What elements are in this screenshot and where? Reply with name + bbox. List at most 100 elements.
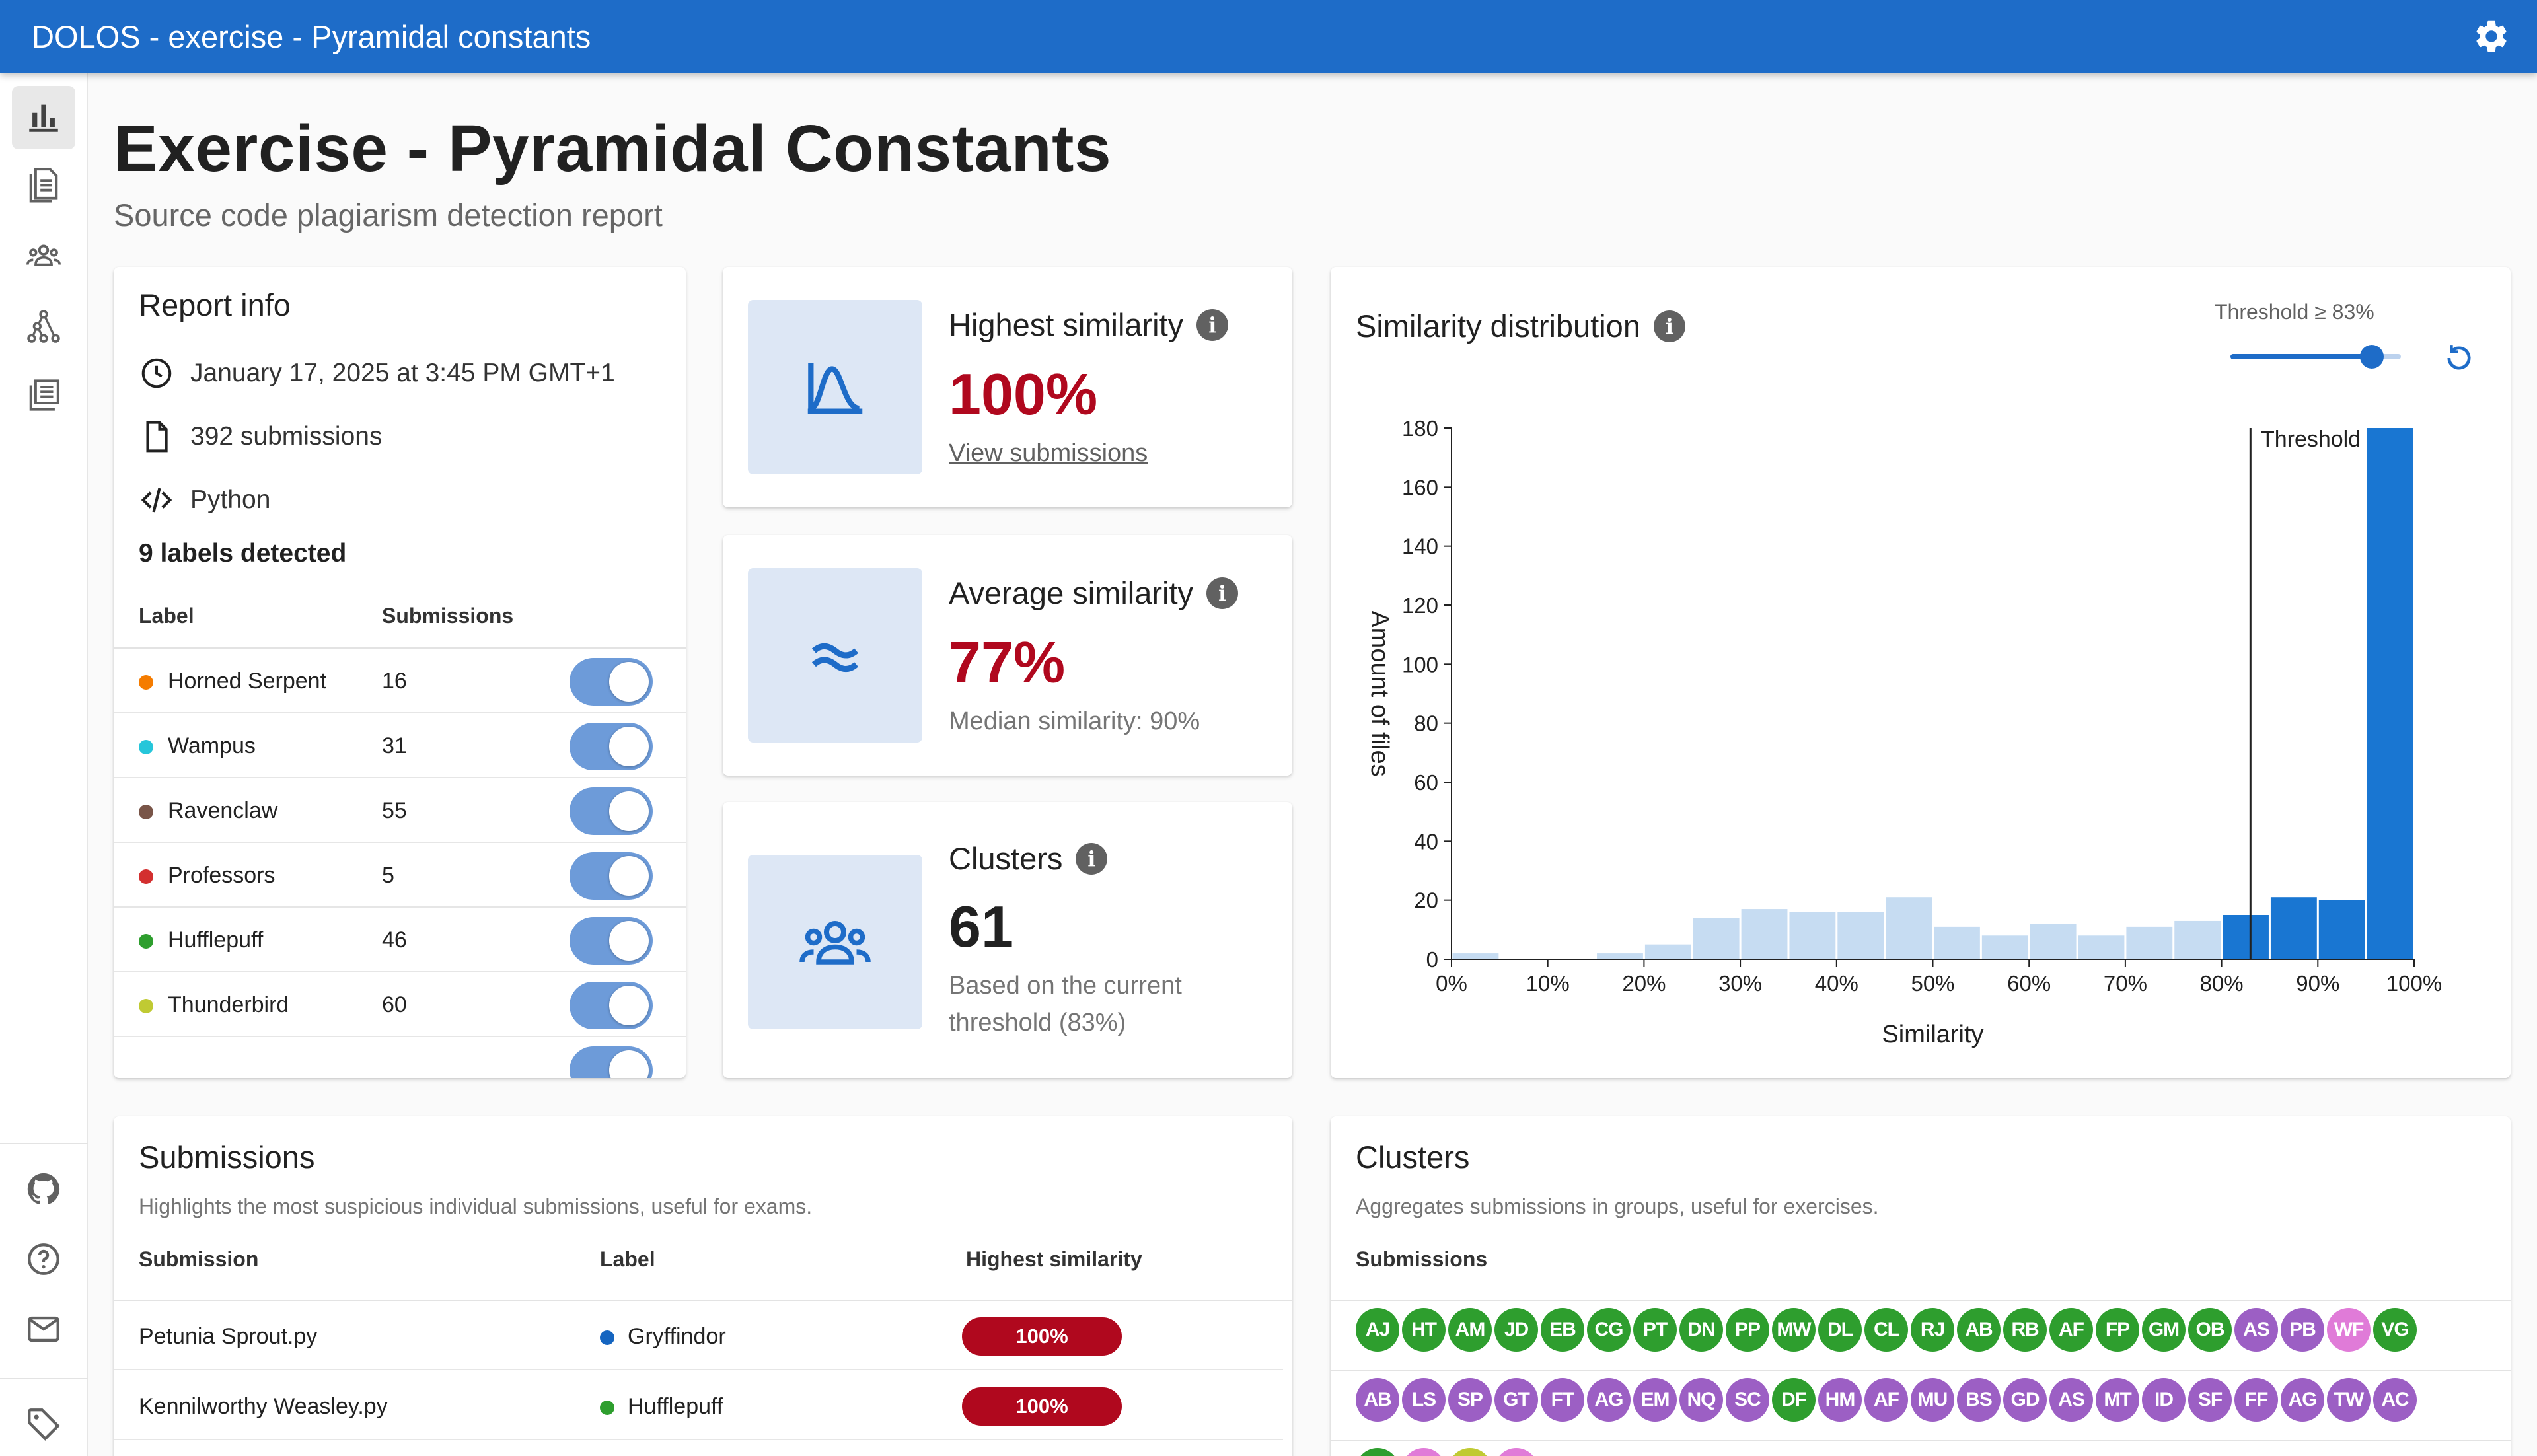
- cluster-member-avatar[interactable]: JD: [1494, 1308, 1538, 1352]
- clusters-header-divider: [1331, 1300, 2511, 1301]
- cluster-member-avatar[interactable]: HM: [1818, 1378, 1862, 1422]
- nav-clusters[interactable]: [12, 223, 75, 287]
- cluster-member-avatar[interactable]: AB: [1957, 1308, 2001, 1352]
- cluster-member-avatar[interactable]: LS: [1402, 1378, 1446, 1422]
- label-toggle[interactable]: [570, 723, 653, 770]
- cluster-member-avatar[interactable]: AF: [1864, 1378, 1908, 1422]
- label-toggle[interactable]: [570, 982, 653, 1029]
- cluster-member-avatar[interactable]: GD: [2003, 1378, 2047, 1422]
- cluster-member-avatar[interactable]: RJ: [1911, 1308, 1954, 1352]
- info-icon[interactable]: i: [1196, 309, 1229, 341]
- cluster-member-avatar[interactable]: GM: [2142, 1308, 2186, 1352]
- cluster-member-avatar[interactable]: CL: [1864, 1308, 1908, 1352]
- label-toggle[interactable]: [570, 852, 653, 900]
- nav-help[interactable]: [12, 1227, 75, 1291]
- histogram-bar[interactable]: [1693, 918, 1740, 959]
- cluster-member-avatar[interactable]: FP: [2096, 1308, 2139, 1352]
- histogram-bar[interactable]: [1741, 909, 1788, 959]
- histogram-bar[interactable]: [1452, 953, 1499, 959]
- settings-gear-icon[interactable]: [2472, 17, 2511, 55]
- nav-version[interactable]: [12, 1393, 75, 1456]
- cluster-member-avatar[interactable]: GT: [1494, 1378, 1538, 1422]
- cluster-member-avatar[interactable]: TW: [2327, 1378, 2371, 1422]
- histogram-bar[interactable]: [2174, 920, 2221, 959]
- cluster-member-avatar[interactable]: AS: [2049, 1378, 2093, 1422]
- label-name: Hufflepuff: [168, 928, 264, 953]
- histogram-bar[interactable]: [2030, 924, 2077, 959]
- histogram-bar[interactable]: [2078, 935, 2125, 959]
- cluster-member-avatar[interactable]: AF: [2049, 1308, 2093, 1352]
- nav-github[interactable]: [12, 1157, 75, 1221]
- cluster-member-avatar[interactable]: MT: [2096, 1378, 2139, 1422]
- table-row[interactable]: Petunia Sprout.py Gryffindor 100%: [114, 1301, 1283, 1370]
- histogram-bar[interactable]: [1837, 912, 1884, 959]
- cluster-member-avatar[interactable]: AG: [2281, 1378, 2324, 1422]
- table-row[interactable]: Kennilworthy Weasley.py Hufflepuff 100%: [114, 1371, 1283, 1440]
- cluster-member-avatar[interactable]: DL: [1818, 1308, 1862, 1352]
- label-toggle[interactable]: [570, 787, 653, 835]
- cluster-member-avatar[interactable]: FT: [1541, 1378, 1584, 1422]
- cluster-row-clipped[interactable]: [1356, 1448, 1541, 1456]
- cluster-member-avatar[interactable]: EB: [1541, 1308, 1584, 1352]
- histogram-bar[interactable]: [2367, 428, 2413, 959]
- info-icon[interactable]: i: [1653, 310, 1685, 342]
- cluster-member-avatar[interactable]: HT: [1402, 1308, 1446, 1352]
- cluster-member-avatar[interactable]: SP: [1448, 1378, 1492, 1422]
- cluster-member-avatar[interactable]: AG: [1587, 1378, 1631, 1422]
- histogram-bar[interactable]: [2318, 900, 2365, 959]
- cluster-member-avatar[interactable]: RB: [2003, 1308, 2047, 1352]
- label-toggle[interactable]: [570, 917, 653, 965]
- cluster-member-avatar[interactable]: SC: [1726, 1378, 1769, 1422]
- histogram-bar[interactable]: [2126, 926, 2173, 959]
- nav-pairs[interactable]: [12, 363, 75, 427]
- histogram-bar[interactable]: [2223, 915, 2269, 959]
- histogram-bar[interactable]: [1644, 944, 1691, 959]
- cluster-member-avatar[interactable]: BS: [1957, 1378, 2001, 1422]
- label-row: Professors 5: [114, 843, 686, 908]
- label-toggle[interactable]: [570, 1046, 653, 1078]
- cluster-member-avatar[interactable]: SF: [2188, 1378, 2232, 1422]
- cluster-member-avatar[interactable]: AJ: [1356, 1308, 1399, 1352]
- histogram-bar[interactable]: [2270, 897, 2317, 959]
- view-submissions-link[interactable]: View submissions: [949, 435, 1148, 472]
- cluster-member-avatar[interactable]: PP: [1726, 1308, 1769, 1352]
- view-submissions-text[interactable]: View submissions: [949, 439, 1148, 467]
- cluster-member-avatar[interactable]: DF: [1772, 1378, 1816, 1422]
- info-icon[interactable]: i: [1206, 577, 1239, 609]
- cluster-member-avatar[interactable]: AB: [1356, 1378, 1399, 1422]
- cluster-member-avatar[interactable]: PB: [2281, 1308, 2324, 1352]
- reset-threshold-button[interactable]: [2441, 340, 2478, 377]
- histogram-bar[interactable]: [1886, 897, 1932, 959]
- nav-overview[interactable]: [12, 86, 75, 149]
- cluster-member-avatar[interactable]: MU: [1911, 1378, 1954, 1422]
- cluster-member-avatar[interactable]: EM: [1633, 1378, 1677, 1422]
- cluster-member-avatar[interactable]: VG: [2373, 1308, 2417, 1352]
- nav-contact[interactable]: [12, 1297, 75, 1361]
- cluster-member-avatar[interactable]: CG: [1587, 1308, 1631, 1352]
- cluster-member-avatar[interactable]: PT: [1633, 1308, 1677, 1352]
- cluster-member-avatar[interactable]: FF: [2234, 1378, 2278, 1422]
- highest-similarity-value: 100%: [949, 361, 1098, 427]
- threshold-slider-thumb[interactable]: [2360, 345, 2384, 369]
- nav-submissions[interactable]: [12, 152, 75, 215]
- cluster-member-avatar[interactable]: AS: [2234, 1308, 2278, 1352]
- cluster-member-avatar[interactable]: AM: [1448, 1308, 1492, 1352]
- histogram-bar[interactable]: [1981, 935, 2028, 959]
- info-icon[interactable]: i: [1076, 842, 1108, 875]
- histogram-bar[interactable]: [1789, 912, 1836, 959]
- cluster-member-avatar[interactable]: WF: [2327, 1308, 2371, 1352]
- histogram-bar[interactable]: [1597, 953, 1643, 959]
- page-subtitle: Source code plagiarism detection report: [114, 198, 663, 233]
- cluster-member-avatar[interactable]: ID: [2142, 1378, 2186, 1422]
- cluster-member-avatar[interactable]: NQ: [1679, 1378, 1723, 1422]
- label-toggle[interactable]: [570, 658, 653, 706]
- histogram-bar[interactable]: [1934, 926, 1980, 959]
- cluster-row[interactable]: AJ HT AM JD EB CG PT DN PP MW DL CL RJ AB RB AF FP GM OB AS…: [1356, 1308, 2419, 1352]
- cluster-member-avatar[interactable]: MW: [1772, 1308, 1816, 1352]
- cluster-member-avatar[interactable]: DN: [1679, 1308, 1723, 1352]
- report-info-title: Report info: [139, 287, 291, 322]
- cluster-member-avatar[interactable]: OB: [2188, 1308, 2232, 1352]
- cluster-member-avatar[interactable]: AC: [2373, 1378, 2417, 1422]
- cluster-row[interactable]: AB LS SP GT FT AG EM NQ SC DF HM AF MU BS GD AS MT ID SF FF…: [1356, 1378, 2419, 1422]
- nav-graph[interactable]: [12, 295, 75, 358]
